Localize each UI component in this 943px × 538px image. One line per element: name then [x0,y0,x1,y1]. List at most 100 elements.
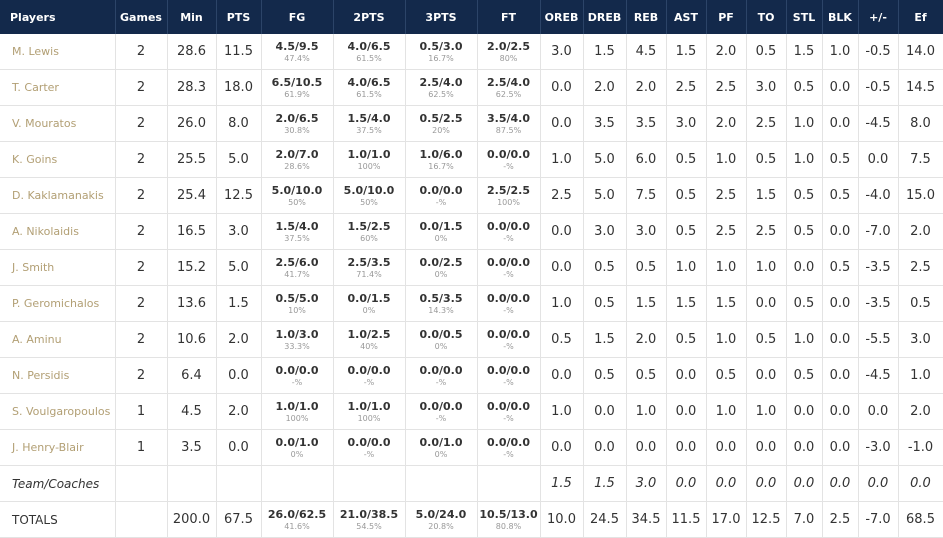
shot-made-attempted: 1.5/4.0 [275,219,319,233]
stat-cell: 26.0/62.5 41.6% [261,501,334,538]
player-name: P. Geromichalos [0,285,116,322]
stat-cell: -0.5 [858,34,899,70]
stat-cell: 2 [115,249,168,286]
shot-percentage: -% [435,377,447,387]
stat-cell: 2 [115,213,168,250]
stat-cell: 0.0 [822,105,859,142]
column-header: PF [706,0,747,34]
stat-cell: 1.0 [540,141,584,178]
stat-cell: 0.0/1.5 0% [405,213,478,250]
shot-made-attempted: 0.0/0.0 [347,435,391,449]
stat-cell: 0.0 [822,285,859,322]
stat-cell: 0.5 [786,69,823,106]
stat-cell: 8.0 [898,105,943,142]
stat-cell: 11.5 [216,34,262,70]
stat-cell: 12.5 [216,177,262,214]
shot-made-attempted: 0.0/0.0 [419,399,463,413]
stat-cell: 0.0 [858,393,899,430]
stat-cell: 0.5 [626,357,667,394]
shot-made-attempted: 0.0/0.0 [275,363,319,377]
shot-made-attempted: 2.0/6.5 [275,111,319,125]
stat-cell: 0.0 [216,429,262,466]
shot-percentage: 16.7% [428,53,454,63]
player-row: S. Voulgaropoulos 1 4.5 2.0 1.0/1.0 100% 1.0/1… [0,393,943,430]
column-header: +/- [858,0,899,34]
shot-made-attempted: 0.5/3.0 [419,39,463,53]
stat-cell: 18.0 [216,69,262,106]
shot-made-attempted: 0.0/0.0 [487,399,530,413]
stat-cell: 0.5/3.0 16.7% [405,34,478,70]
stat-cell: 1.0/2.5 40% [333,321,406,358]
stat-cell: 34.5 [626,501,667,538]
stat-cell: 1.0/6.0 16.7% [405,141,478,178]
stat-cell: 1.5 [706,285,747,322]
stat-cell: 1.5 [746,177,787,214]
stat-cell: 5.0 [216,141,262,178]
stat-cell: 68.5 [898,501,943,538]
shot-made-attempted: 0.0/0.0 [487,255,530,269]
stat-cell: 0.0/0.0 -% [477,393,541,430]
shot-made-attempted: 0.0/0.0 [487,147,530,161]
stat-cell: 0.5 [583,357,627,394]
shot-made-attempted: 4.0/6.5 [347,39,391,53]
stat-cell: 2.0/6.5 30.8% [261,105,334,142]
player-name: S. Voulgaropoulos [0,393,116,430]
team-row: Team/Coaches 1.5 1.5 3.0 0.0 0.0 0.0 0.0 0.0 0.0 0… [0,465,943,502]
shot-made-attempted: 1.5/4.0 [347,111,391,125]
shot-made-attempted: 0.0/1.5 [419,219,463,233]
shot-percentage: 33.3% [284,341,310,351]
shot-made-attempted: 21.0/38.5 [339,507,399,521]
stat-cell: 0.5 [822,177,859,214]
stat-cell: 1.0 [706,321,747,358]
stat-cell: -4.0 [858,177,899,214]
shot-percentage: -% [503,413,514,423]
stat-cell: 0.0/0.0 -% [477,429,541,466]
shot-percentage: 20.8% [428,521,454,531]
shot-made-attempted: 5.0/10.0 [343,183,395,197]
stat-cell: 1.5 [786,34,823,70]
shot-made-attempted: 0.5/5.0 [275,291,319,305]
column-header: REB [626,0,667,34]
stat-cell: 14.5 [898,69,943,106]
stat-cell: 2.5 [898,249,943,286]
stat-cell: 0.0 [746,429,787,466]
stat-cell: 5.0/24.0 20.8% [405,501,478,538]
player-name: J. Smith [0,249,116,286]
stat-cell: 0.0 [540,429,584,466]
stat-cell: 3.5 [583,105,627,142]
stat-cell: 0.0 [540,213,584,250]
shot-made-attempted: 1.0/1.0 [347,399,391,413]
shot-made-attempted: 0.0/0.0 [487,435,530,449]
stat-cell: 3.0 [540,34,584,70]
shot-percentage: 80% [499,53,518,63]
stat-cell: 6.0 [626,141,667,178]
stat-cell: 15.0 [898,177,943,214]
shot-made-attempted: 26.0/62.5 [267,507,327,521]
stat-cell: 1.0 [898,357,943,394]
stat-cell: 0.5/3.5 14.3% [405,285,478,322]
stat-cell: 2.0 [898,213,943,250]
stat-cell: 3.0 [898,321,943,358]
stat-cell: 0.5/5.0 10% [261,285,334,322]
stat-cell: 0.0 [666,357,707,394]
shot-percentage: 54.5% [356,521,382,531]
player-name: T. Carter [0,69,116,106]
shot-percentage: -% [435,197,447,207]
stat-cell: 3.0 [626,465,667,502]
stat-cell: 0.5 [746,34,787,70]
stat-cell: 0.0 [746,285,787,322]
stat-cell: 0.0 [583,393,627,430]
stat-cell: 0.0/0.0 -% [405,357,478,394]
stat-cell: 2 [115,141,168,178]
stat-cell: 0.0 [540,249,584,286]
stat-cell: 3.0 [583,213,627,250]
stat-cell: 7.0 [786,501,823,538]
stat-cell: 26.0 [167,105,217,142]
stat-cell: 6.4 [167,357,217,394]
shot-percentage: 0% [434,449,448,459]
shot-percentage: 100% [357,161,381,171]
stat-cell: 0.0/1.5 0% [333,285,406,322]
stat-cell: 0.0 [666,393,707,430]
shot-percentage: 0% [434,269,448,279]
shot-made-attempted: 1.0/1.0 [347,147,391,161]
